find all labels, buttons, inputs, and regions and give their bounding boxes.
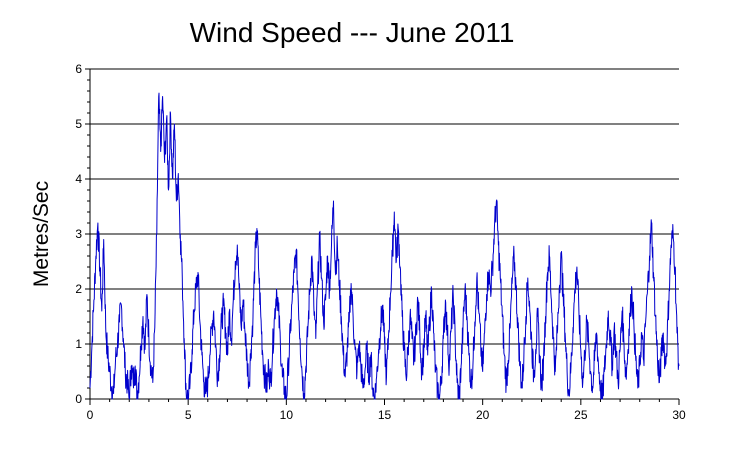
x-tick-label-20: 20 [476,408,490,422]
y-tick-labels: 0 1 2 3 4 5 6 [75,62,82,406]
chart-title: Wind Speed --- June 2011 [190,17,515,48]
y-tick-label-1: 1 [75,337,82,351]
y-tick-label-2: 2 [75,282,82,296]
series-line-wind-speed [89,92,680,400]
y-tick-label-3: 3 [75,227,82,241]
y-tick-label-5: 5 [75,117,82,131]
tick-marks [85,68,680,405]
x-tick-label-0: 0 [87,408,94,422]
y-tick-label-0: 0 [75,392,82,406]
x-tick-label-5: 5 [185,408,192,422]
series-layer [89,92,680,400]
x-tick-label-30: 30 [672,408,686,422]
x-tick-label-15: 15 [378,408,392,422]
grid-lines [90,68,679,400]
x-tick-label-25: 25 [574,408,588,422]
y-axis-label: Metres/Sec [30,181,53,287]
y-tick-label-4: 4 [75,172,82,186]
y-tick-label-6: 6 [75,62,82,76]
x-tick-label-10: 10 [280,408,294,422]
x-tick-labels: 0 5 10 15 20 25 30 [87,408,686,422]
